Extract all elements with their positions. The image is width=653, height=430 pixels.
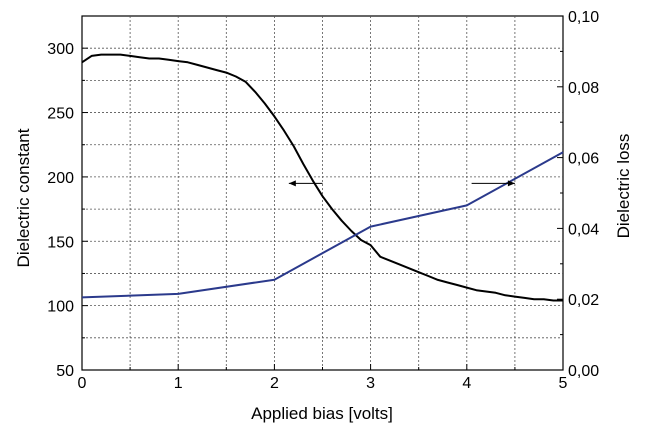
ticks [81,15,564,371]
left-y-axis-label: Dielectric constant [14,128,33,267]
arrow-right-head [507,180,515,187]
right-y-tick-label: 0,06 [568,151,599,168]
x-tick-label: 4 [462,375,471,392]
grid [82,16,563,370]
right-y-tick-label: 0,02 [568,292,599,309]
right-y-tick-label: 0,04 [568,221,599,238]
left-y-tick-label: 50 [56,363,74,380]
series-line-2-right [81,151,564,299]
series-lines [81,53,564,302]
annotations [288,180,515,187]
left-y-tick-label: 150 [47,234,74,251]
right-y-tick-label: 0,08 [568,80,599,97]
x-axis-label: Applied bias [volts] [251,404,393,423]
arrow-left-head [288,180,296,187]
right-y-tick-label: 0,10 [568,9,599,26]
left-y-tick-label: 200 [47,170,74,187]
x-tick-label: 2 [270,375,279,392]
tick-labels: 0 1 2 3 4 5 50 100 150 200 250 300 0,00 0,02 0,04 0,06 0… [47,9,599,392]
series-line-1-left [81,53,563,302]
x-tick-label: 1 [174,375,183,392]
left-y-tick-label: 300 [47,41,74,58]
x-tick-label: 3 [366,375,375,392]
x-tick-label: 5 [559,375,568,392]
left-y-tick-label: 250 [47,106,74,123]
x-tick-label: 0 [78,375,87,392]
right-y-tick-label: 0,00 [568,363,599,380]
right-y-axis-label: Dielectric loss [614,134,633,239]
left-y-tick-label: 100 [47,299,74,316]
